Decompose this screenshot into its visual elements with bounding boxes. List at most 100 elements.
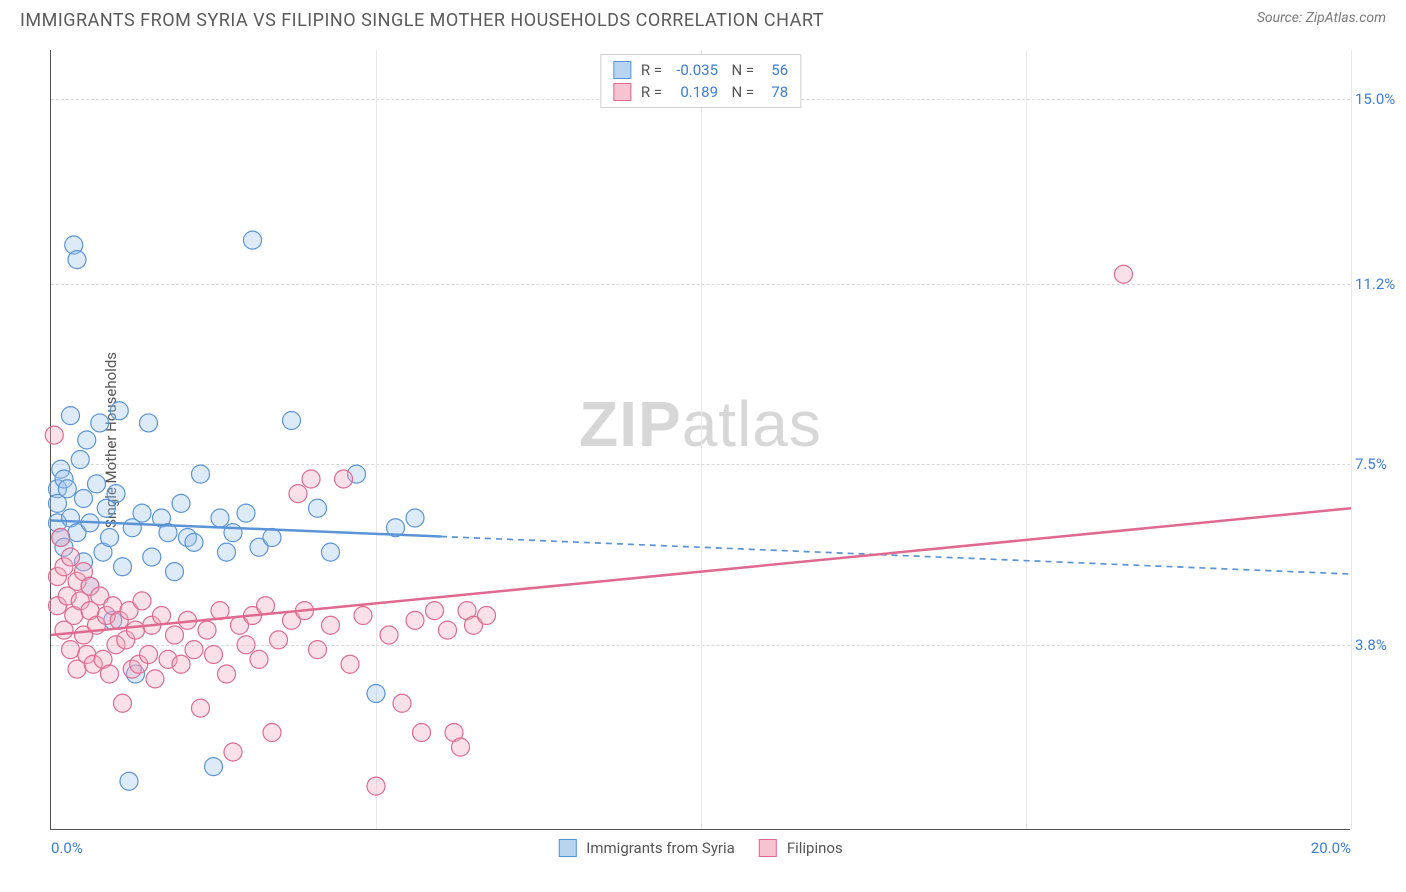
scatter-point-filipinos [406,611,424,629]
scatter-point-filipinos [45,426,63,444]
legend-stats: R = -0.035 N = 56 R = 0.189 N = 78 [600,54,801,108]
stat-n-label: N = [724,81,754,103]
legend-label-syria: Immigrants from Syria [586,839,735,857]
legend-label-filipinos: Filipinos [787,839,843,857]
stat-r-syria: -0.035 [668,59,718,81]
scatter-point-syria [110,402,128,420]
scatter-point-filipinos [250,650,268,668]
scatter-point-syria [101,529,119,547]
stat-r-label: R = [641,81,662,103]
swatch-syria [613,61,631,79]
scatter-point-filipinos [452,738,470,756]
scatter-point-syria [218,543,236,561]
scatter-point-filipinos [153,607,171,625]
scatter-point-syria [211,509,229,527]
scatter-point-filipinos [114,694,132,712]
stat-n-filipinos: 78 [760,81,788,103]
scatter-point-syria [205,758,223,776]
scatter-point-syria [71,451,89,469]
stat-r-filipinos: 0.189 [668,81,718,103]
scatter-point-filipinos [62,548,80,566]
scatter-point-syria [107,485,125,503]
scatter-point-filipinos [478,607,496,625]
scatter-point-filipinos [52,529,70,547]
scatter-point-syria [237,504,255,522]
scatter-point-syria [143,548,161,566]
scatter-point-filipinos [309,641,327,659]
swatch-filipinos [613,83,631,101]
scatter-point-syria [120,772,138,790]
scatter-point-filipinos [380,626,398,644]
legend-item-filipinos: Filipinos [759,839,843,857]
scatter-point-syria [91,414,109,432]
scatter-point-filipinos [270,631,288,649]
x-tick-label: 20.0% [1311,839,1351,857]
stat-n-syria: 56 [760,59,788,81]
scatter-point-filipinos [172,655,190,673]
scatter-point-filipinos [289,485,307,503]
scatter-point-syria [244,231,262,249]
scatter-point-filipinos [166,626,184,644]
scatter-point-filipinos [140,646,158,664]
y-tick-label: 3.8% [1355,636,1406,654]
scatter-point-syria [166,563,184,581]
scatter-point-syria [406,509,424,527]
scatter-point-syria [78,431,96,449]
scatter-point-syria [283,412,301,430]
legend-stats-row-filipinos: R = 0.189 N = 78 [613,81,788,103]
scatter-point-filipinos [322,616,340,634]
scatter-point-syria [133,504,151,522]
stat-n-label: N = [724,59,754,81]
scatter-point-filipinos [127,621,145,639]
scatter-point-filipinos [185,641,203,659]
scatter-point-filipinos [62,641,80,659]
scatter-point-filipinos [393,694,411,712]
scatter-point-filipinos [257,597,275,615]
scatter-point-syria [88,475,106,493]
scatter-point-syria [75,490,93,508]
x-tick-label: 0.0% [51,839,83,857]
scatter-point-filipinos [354,607,372,625]
scatter-point-filipinos [224,743,242,761]
scatter-point-syria [224,524,242,542]
scatter-point-syria [140,414,158,432]
scatter-point-filipinos [101,665,119,683]
plot-area: Single Mother Households ZIPatlas 3.8%7.… [50,50,1350,830]
scatter-point-filipinos [302,470,320,488]
legend-series: Immigrants from Syria Filipinos [558,839,842,857]
scatter-point-filipinos [263,724,281,742]
grid-line-v [1351,50,1352,829]
scatter-point-filipinos [439,621,457,639]
scatter-point-filipinos [146,670,164,688]
scatter-svg [51,50,1350,829]
scatter-point-filipinos [413,724,431,742]
y-tick-label: 15.0% [1355,90,1406,108]
scatter-point-syria [172,494,190,512]
scatter-point-filipinos [192,699,210,717]
scatter-point-filipinos [205,646,223,664]
legend-stats-row-syria: R = -0.035 N = 56 [613,59,788,81]
scatter-point-syria [309,499,327,517]
scatter-point-syria [62,407,80,425]
swatch-syria-bottom [558,839,576,857]
scatter-point-syria [58,480,76,498]
scatter-point-syria [322,543,340,561]
scatter-point-syria [263,529,281,547]
scatter-point-filipinos [1115,265,1133,283]
scatter-point-filipinos [133,592,151,610]
source-attribution: Source: ZipAtlas.com [1257,10,1386,26]
legend-item-syria: Immigrants from Syria [558,839,735,857]
trend-line-dashed-syria [441,537,1351,575]
chart-title: IMMIGRANTS FROM SYRIA VS FILIPINO SINGLE… [20,10,824,31]
scatter-point-syria [68,251,86,269]
scatter-point-syria [185,533,203,551]
scatter-point-filipinos [198,621,216,639]
scatter-point-filipinos [426,602,444,620]
scatter-point-filipinos [341,655,359,673]
scatter-point-filipinos [335,470,353,488]
y-tick-label: 11.2% [1355,275,1406,293]
stat-r-label: R = [641,59,662,81]
swatch-filipinos-bottom [759,839,777,857]
scatter-point-syria [114,558,132,576]
y-tick-label: 7.5% [1355,455,1406,473]
